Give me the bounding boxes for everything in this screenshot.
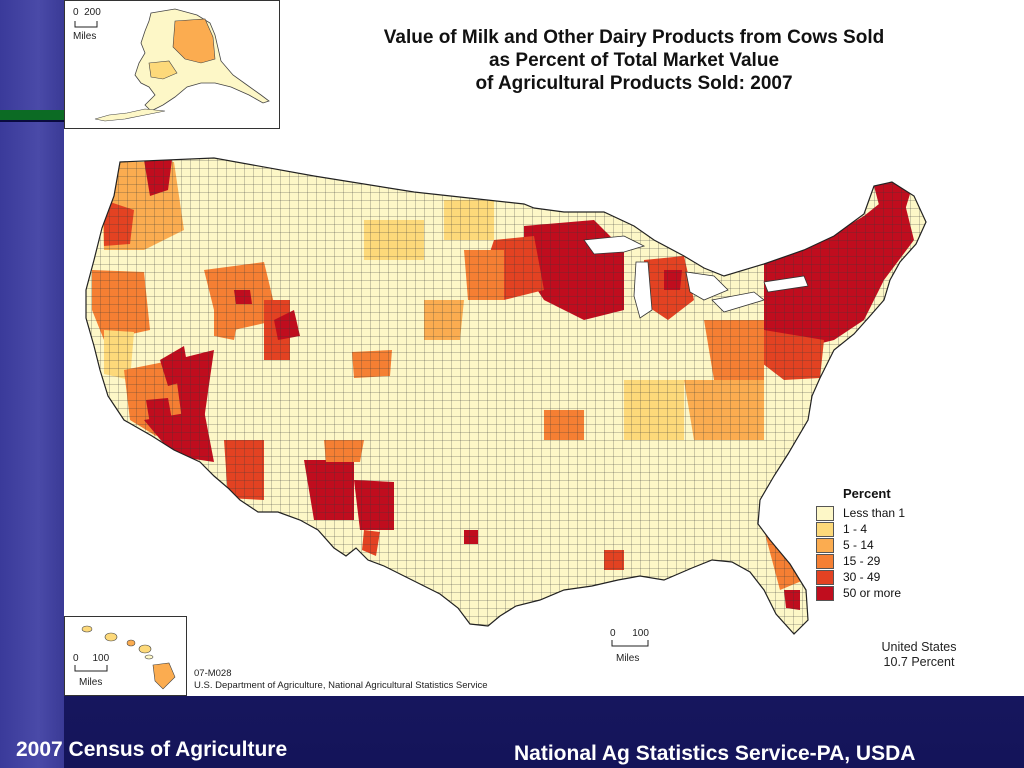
hawaii-scale-unit: Miles [79, 677, 103, 688]
legend-swatch [816, 553, 834, 569]
us-total-label: United States [881, 640, 957, 654]
legend-swatch [816, 537, 834, 553]
legend-item: 50 or more [816, 585, 956, 601]
legend-item: 1 - 4 [816, 521, 956, 537]
legend-label: 1 - 4 [843, 522, 868, 536]
legend-swatch [816, 585, 834, 601]
legend-label: Less than 1 [843, 506, 906, 520]
us-total-value: 10.7 Percent [883, 655, 955, 669]
legend-swatch [816, 569, 834, 585]
legend-swatch [816, 521, 834, 537]
hawaii-scale-numbers: 0 100 [73, 653, 110, 664]
accent-divider [0, 120, 64, 122]
alaska-scale-numbers: 0 200 [73, 7, 101, 18]
legend-label: 30 - 49 [843, 570, 881, 584]
legend-label: 15 - 29 [843, 554, 881, 568]
alaska-inset: 0 200 Miles [64, 0, 280, 129]
map-title: Value of Milk and Other Dairy Products f… [334, 26, 934, 95]
footer-right-text: National Ag Statistics Service-PA, USDA [514, 742, 916, 765]
legend: Percent Less than 1 1 - 4 5 - 14 15 - 29… [816, 486, 956, 601]
legend-label: 50 or more [843, 586, 902, 600]
main-scale-bar [611, 640, 649, 647]
legend-label: 5 - 14 [843, 538, 874, 552]
main-scale-unit: Miles [616, 653, 640, 664]
map-panel: 0 200 Miles Value of Milk and Other Dair… [64, 0, 1024, 696]
map-title-line: Value of Milk and Other Dairy Products f… [383, 27, 885, 48]
alaska-scale-unit: Miles [73, 31, 97, 42]
source-note: U.S. Department of Agriculture, National… [194, 680, 488, 691]
map-title-line: of Agricultural Products Sold: 2007 [475, 73, 793, 94]
green-accent-rule [0, 110, 64, 120]
alaska-scale-bar [74, 21, 98, 28]
left-accent-band [0, 0, 64, 768]
us-county-choropleth [85, 157, 927, 635]
main-scale-numbers: 0 100 [610, 628, 649, 639]
us-total: United States 10.7 Percent [844, 640, 994, 670]
hawaii-inset: 0 100 Miles [64, 616, 187, 696]
map-title-line: as Percent of Total Market Value [488, 50, 780, 71]
legend-item: 15 - 29 [816, 553, 956, 569]
hawaii-scale-bar [74, 665, 108, 672]
legend-item: 30 - 49 [816, 569, 956, 585]
alaska-map [94, 8, 270, 122]
legend-item: 5 - 14 [816, 537, 956, 553]
legend-item: Less than 1 [816, 505, 956, 521]
hawaii-map [81, 625, 176, 690]
legend-title: Percent [843, 486, 891, 501]
footer-left-text: 2007 Census of Agriculture [16, 738, 288, 761]
map-code: 07-M028 [194, 668, 232, 679]
legend-swatch [816, 505, 834, 521]
